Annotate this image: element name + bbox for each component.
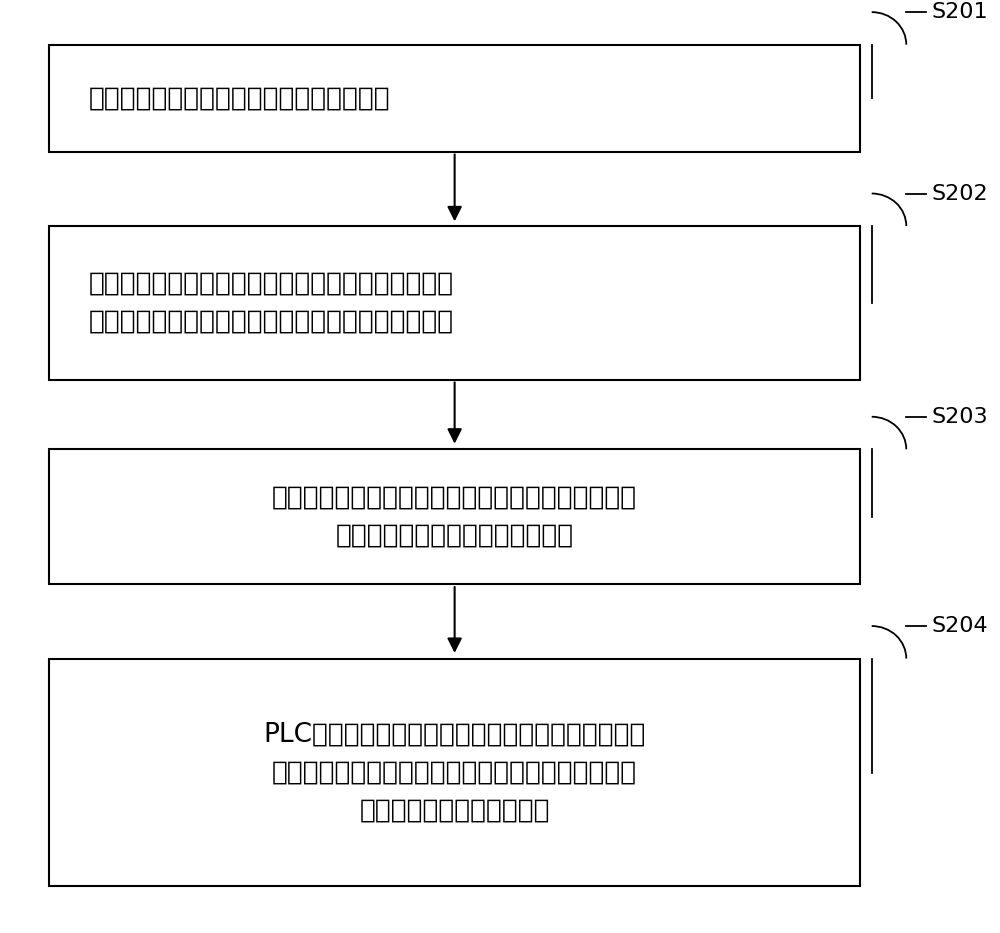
Text: S203: S203 [931,407,988,426]
Text: PLC控制模块根据计算得到的大小石块的占比，控制
输入板式喂料机的电机的电流值，以控制板式喂料机
向破碎机内输送石块的频率: PLC控制模块根据计算得到的大小石块的占比，控制 输入板式喂料机的电机的电流值，… [263,721,646,824]
FancyBboxPatch shape [49,659,860,886]
Text: 在机口对准板式喂料机的位置处安装摄像头: 在机口对准板式喂料机的位置处安装摄像头 [89,85,391,111]
Text: 摄像头获取板式喂料机的输送板上的待破碎的石块的
图像信息，并将获取到的图像信息传输到后台服务器: 摄像头获取板式喂料机的输送板上的待破碎的石块的 图像信息，并将获取到的图像信息传… [89,271,454,335]
FancyBboxPatch shape [49,45,860,152]
Text: S201: S201 [931,2,988,22]
Text: S202: S202 [931,184,988,203]
Text: S204: S204 [931,616,988,636]
Text: 后台服务器根据接收到的图像信息，计算当前板式喂
料机的输送板上的大小石块的占比: 后台服务器根据接收到的图像信息，计算当前板式喂 料机的输送板上的大小石块的占比 [272,485,637,549]
FancyBboxPatch shape [49,226,860,380]
FancyBboxPatch shape [49,450,860,584]
